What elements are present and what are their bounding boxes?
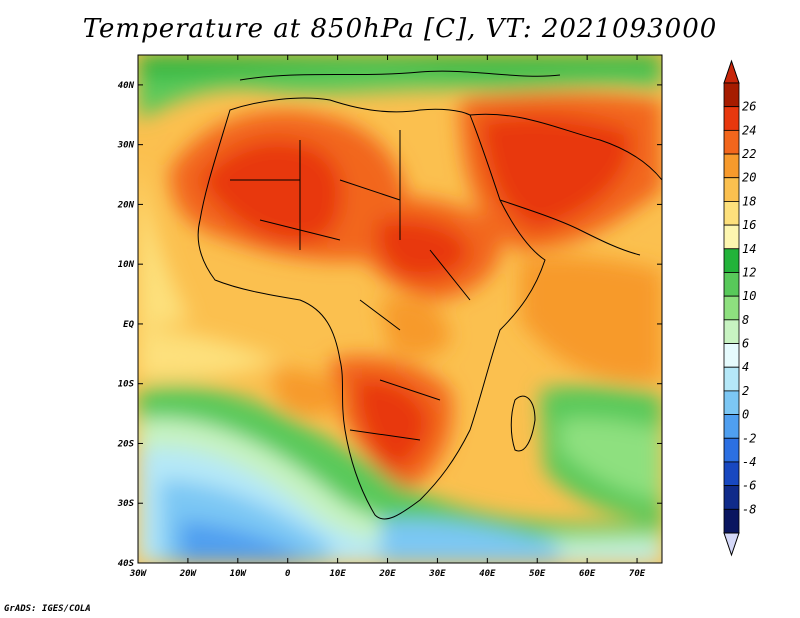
colorbar-swatch xyxy=(723,177,740,202)
lon-label: 0 xyxy=(285,569,291,579)
colorbar-label: 4 xyxy=(742,360,749,374)
colorbar-label: 20 xyxy=(742,171,756,185)
coastlines xyxy=(197,70,662,520)
colorbar-label: -6 xyxy=(742,479,756,493)
colorbar-label: 18 xyxy=(742,194,756,208)
colorbar-bottom-arrow xyxy=(723,532,740,557)
lon-label: 20E xyxy=(378,569,396,579)
lat-label: EQ xyxy=(123,320,134,330)
colorbar-label: 10 xyxy=(742,289,756,303)
lon-label: 60E xyxy=(579,569,596,579)
colorbar-swatch xyxy=(723,414,740,439)
lat-label: 10S xyxy=(118,380,135,390)
grads-credit: GrADS: IGES/COLA xyxy=(4,604,91,614)
colorbar-label: 22 xyxy=(742,147,756,161)
temperature-field xyxy=(138,55,662,563)
colorbar-swatch xyxy=(723,295,740,321)
colorbar-label: 16 xyxy=(742,218,756,232)
lon-label: 30E xyxy=(428,569,446,579)
lat-label: 20N xyxy=(117,200,135,210)
lat-label: 40S xyxy=(118,559,135,569)
map-title: Temperature at 850hPa [C], VT: 202109300… xyxy=(82,14,718,44)
colorbar-label: 8 xyxy=(742,313,749,327)
lat-label: 20S xyxy=(117,439,135,449)
colorbar-swatch xyxy=(723,508,740,534)
lat-label: 10N xyxy=(118,260,135,270)
colorbar-swatch xyxy=(723,106,740,131)
lon-label: 10E xyxy=(329,569,346,579)
colorbar-label: -8 xyxy=(742,502,756,516)
lon-label: 70E xyxy=(629,569,646,579)
colorbar-swatch xyxy=(723,390,740,415)
colorbar-label: 0 xyxy=(742,408,749,422)
colorbar-label: 26 xyxy=(742,100,756,114)
colorbar-swatch xyxy=(723,153,740,179)
colorbar-swatch xyxy=(723,485,740,510)
lat-label: 30S xyxy=(117,499,135,509)
colorbar-swatch xyxy=(723,82,740,108)
colorbar-label: 6 xyxy=(742,337,749,351)
colorbar-swatch xyxy=(723,224,740,250)
lat-label: 40N xyxy=(118,81,135,91)
colorbar-label: 24 xyxy=(742,123,756,137)
colorbar-label: -4 xyxy=(742,455,756,469)
colorbar-swatch xyxy=(723,272,740,297)
colorbar-swatch xyxy=(723,201,740,226)
lon-label: 20W xyxy=(179,569,198,579)
colorbar-swatch xyxy=(723,461,740,487)
colorbar-swatch xyxy=(723,319,740,344)
lat-label: 30N xyxy=(117,141,135,151)
colorbar-swatch xyxy=(723,366,740,392)
colorbar-swatch xyxy=(723,437,740,463)
lon-label: 10W xyxy=(230,569,248,579)
lon-label: 50E xyxy=(529,569,546,579)
colorbar-swatch xyxy=(723,129,740,155)
lon-label: 30W xyxy=(129,569,148,579)
colorbar-label: 2 xyxy=(742,384,749,398)
lon-label: 40E xyxy=(479,569,496,579)
colorbar-label: 14 xyxy=(742,242,756,256)
colorbar-label: -2 xyxy=(742,431,756,445)
colorbar-swatch xyxy=(723,248,740,273)
latitude-axis: 40N 30N 20N 10N EQ 10S 20S 30S 40S xyxy=(117,81,662,569)
colorbar-top-arrow xyxy=(723,59,740,84)
longitude-axis: 30W 20W 10W 0 10E 20E 30E 40E 50E 60E 70E xyxy=(129,55,646,579)
colorbar-swatch xyxy=(723,343,740,368)
map-frame xyxy=(137,54,663,564)
colorbar-label: 12 xyxy=(742,265,756,279)
